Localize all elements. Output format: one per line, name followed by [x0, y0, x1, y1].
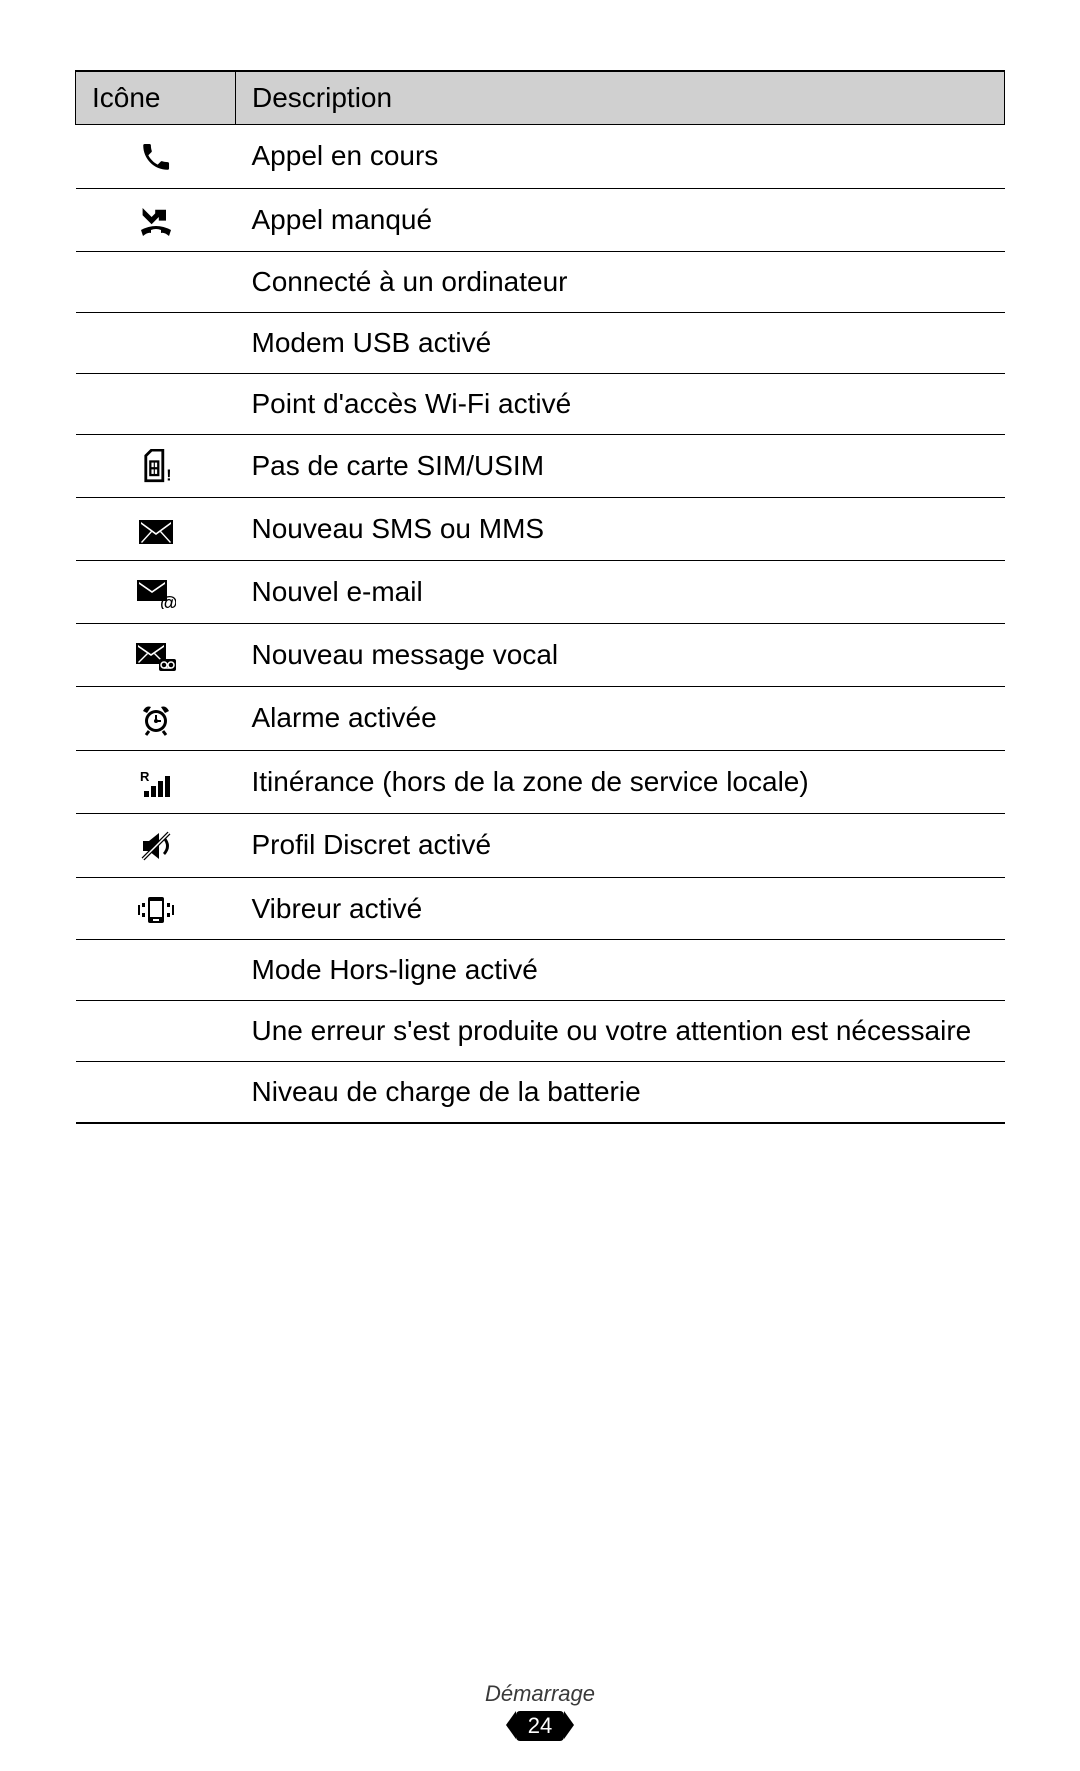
column-header-description: Description: [236, 71, 1005, 125]
table-row: Profil Discret activé: [76, 813, 1005, 877]
svg-text:!: !: [166, 468, 170, 483]
alarm-icon: [139, 701, 173, 736]
row-description: Vibreur activé: [236, 877, 1005, 940]
row-description: Appel en cours: [236, 125, 1005, 189]
svg-text:R: R: [140, 769, 150, 784]
table-row: Alarme activée: [76, 686, 1005, 750]
table-row: Point d'accès Wi-Fi activé: [76, 373, 1005, 434]
table-row: ! Pas de carte SIM/USIM: [76, 434, 1005, 498]
table-row: Connecté à un ordinateur: [76, 251, 1005, 312]
section-label: Démarrage: [0, 1681, 1080, 1707]
table-row: @ Nouvel e-mail: [76, 561, 1005, 624]
no-sim-icon: !: [142, 449, 170, 484]
table-row: Modem USB activé: [76, 312, 1005, 373]
row-description: Appel manqué: [236, 188, 1005, 251]
row-description: Alarme activée: [236, 686, 1005, 750]
call-in-progress-icon: [139, 139, 173, 174]
silent-icon: [139, 828, 173, 863]
row-description: Nouvel e-mail: [236, 561, 1005, 624]
missed-call-icon: [139, 205, 173, 237]
row-description: Modem USB activé: [236, 312, 1005, 373]
svg-text:@: @: [160, 593, 176, 609]
row-description: Connecté à un ordinateur: [236, 251, 1005, 312]
row-description: Point d'accès Wi-Fi activé: [236, 373, 1005, 434]
roaming-icon: R: [138, 766, 174, 799]
voicemail-icon: [135, 639, 177, 672]
table-row: Nouveau SMS ou MMS: [76, 498, 1005, 561]
table-row: Appel manqué: [76, 188, 1005, 251]
row-description: Pas de carte SIM/USIM: [236, 434, 1005, 498]
table-row: R Itinérance (hors de la zone de service…: [76, 750, 1005, 813]
row-description: Profil Discret activé: [236, 813, 1005, 877]
row-description: Nouveau SMS ou MMS: [236, 498, 1005, 561]
new-email-icon: @: [136, 576, 176, 609]
table-row: Vibreur activé: [76, 877, 1005, 940]
row-description: Une erreur s'est produite ou votre atten…: [236, 1001, 1005, 1062]
row-description: Itinérance (hors de la zone de service l…: [236, 750, 1005, 813]
row-description: Mode Hors-ligne activé: [236, 940, 1005, 1001]
new-sms-icon: [138, 514, 174, 546]
table-row: Appel en cours: [76, 125, 1005, 189]
table-row: Mode Hors-ligne activé: [76, 940, 1005, 1001]
row-description: Niveau de charge de la batterie: [236, 1062, 1005, 1124]
page-footer: Démarrage 24: [0, 1681, 1080, 1741]
table-row: Nouveau message vocal: [76, 623, 1005, 686]
icon-description-table: Icône Description Appel en cours Appel m…: [75, 70, 1005, 1124]
vibrate-icon: [136, 893, 176, 926]
column-header-icon: Icône: [76, 71, 236, 125]
page-number-badge: 24: [516, 1711, 564, 1741]
row-description: Nouveau message vocal: [236, 623, 1005, 686]
table-row: Niveau de charge de la batterie: [76, 1062, 1005, 1124]
table-row: Une erreur s'est produite ou votre atten…: [76, 1001, 1005, 1062]
